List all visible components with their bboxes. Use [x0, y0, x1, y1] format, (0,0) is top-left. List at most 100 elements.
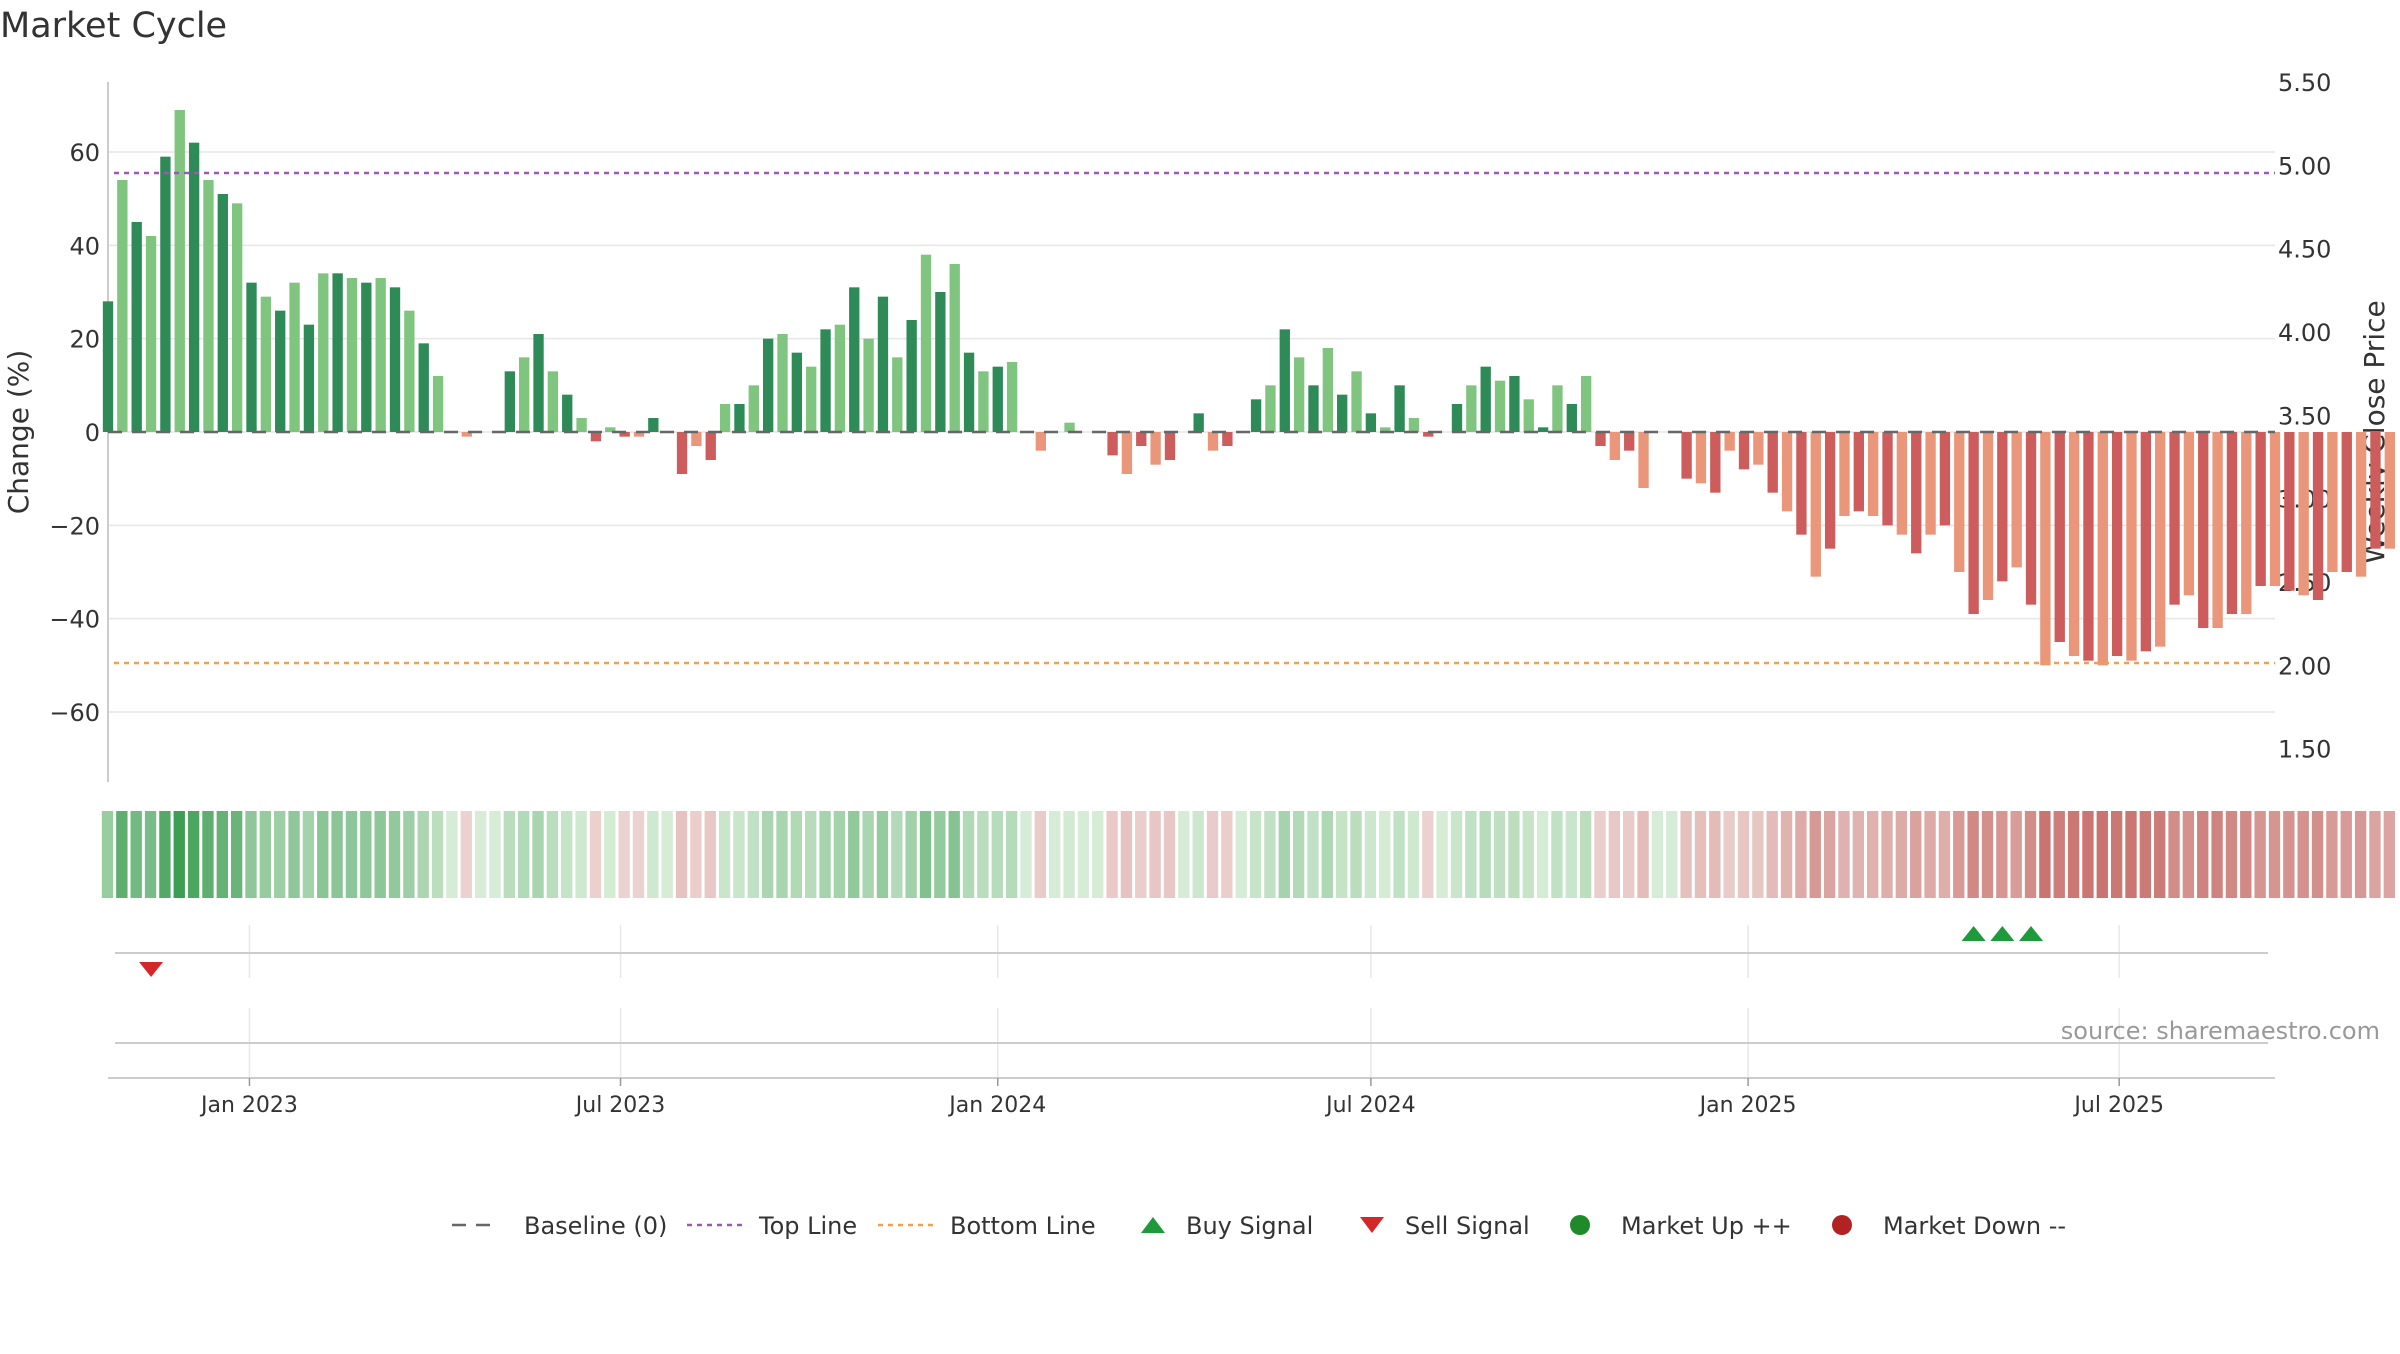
y-tick-label: −40 [49, 606, 100, 634]
change-bar [461, 432, 472, 437]
heat-cell [1321, 811, 1334, 898]
change-bar [375, 278, 386, 432]
change-bar [1552, 385, 1563, 432]
heat-cell [1364, 811, 1377, 898]
heat-cell [905, 811, 917, 898]
heat-cell [1063, 811, 1075, 898]
heat-cell [1637, 811, 1649, 898]
change-bar [418, 343, 429, 432]
buy-signal-marker [1961, 926, 1986, 941]
heat-cell [2067, 811, 2080, 898]
heat-cell [704, 811, 716, 898]
change-bar [1064, 422, 1075, 432]
heat-cell [2254, 811, 2266, 898]
change-bar [892, 357, 903, 432]
change-bar [1494, 380, 1506, 432]
heat-cell [1536, 811, 1549, 898]
change-bar [619, 432, 630, 437]
heat-cell [1336, 811, 1348, 898]
heat-cell [2297, 811, 2309, 898]
heat-cell [1565, 811, 1577, 898]
heat-cell [604, 811, 616, 898]
heat-cell [1981, 811, 1994, 898]
source-credit: source: sharemaestro.com [2060, 1017, 2380, 1045]
heat-cell [360, 811, 372, 898]
y-tick-label: −60 [49, 699, 100, 727]
heat-cell [2110, 811, 2123, 898]
heat-cell [1450, 811, 1463, 898]
legend: Baseline (0) Top Line Bottom Line Buy Signa… [452, 1212, 2066, 1240]
heat-cell [2268, 811, 2281, 898]
change-bar [1006, 362, 1018, 432]
change-bar [748, 385, 759, 432]
heat-cell [1307, 811, 1319, 898]
change-bar [145, 236, 157, 432]
heat-cell [446, 811, 458, 898]
heat-cell [2182, 811, 2195, 898]
heat-cell [848, 811, 860, 898]
heat-cell [1034, 811, 1046, 898]
heat-cell [1465, 811, 1477, 898]
change-bar [1753, 432, 1764, 465]
y2-tick-label: 4.50 [2278, 236, 2331, 264]
heat-cell [173, 811, 185, 898]
heat-cell [159, 811, 171, 898]
change-bar [1523, 399, 1534, 432]
heat-cell [1163, 811, 1176, 898]
heat-cell [1895, 811, 1908, 898]
heat-cell [1249, 811, 1262, 898]
heat-cell [2340, 811, 2352, 898]
heat-cell [187, 811, 200, 898]
heat-cell [503, 811, 516, 898]
change-bar [2140, 432, 2152, 652]
change-bar [963, 352, 975, 432]
heat-cell [230, 811, 243, 898]
change-bar [289, 282, 300, 432]
change-bar [1164, 432, 1176, 460]
heat-cell [1680, 811, 1692, 898]
change-bar [1207, 432, 1219, 451]
change-bar [2212, 432, 2223, 628]
heat-cell [589, 811, 602, 898]
change-bar [791, 352, 803, 432]
y2-tick-label: 5.50 [2278, 69, 2331, 97]
heat-cell [632, 811, 645, 898]
heat-cell [2211, 811, 2223, 898]
change-bar [1580, 376, 1592, 432]
change-bar [1609, 432, 1621, 460]
heat-cell [934, 811, 946, 898]
heat-cell [1623, 811, 1635, 898]
change-bar [504, 371, 515, 432]
change-bar [2269, 432, 2281, 586]
legend-swatch-buy [1141, 1217, 1165, 1233]
change-bar [734, 404, 745, 432]
heat-cell [1020, 811, 1032, 898]
heat-cell [2383, 811, 2395, 898]
change-bar [920, 254, 932, 432]
change-bar [877, 296, 889, 432]
change-bar [2025, 432, 2037, 605]
change-bar [1882, 432, 1893, 526]
heat-cell [1809, 811, 1821, 898]
heat-cell [1881, 811, 1893, 898]
y-tick-label: −20 [49, 512, 100, 540]
heat-cell [1106, 811, 1118, 898]
change-bar [562, 394, 573, 432]
change-bar [1925, 432, 1936, 535]
heat-cell [1149, 811, 1161, 898]
heat-cell [1005, 811, 1018, 898]
heat-cell [317, 811, 329, 898]
change-bar [1868, 432, 1879, 516]
change-bar [1537, 427, 1549, 432]
change-bar [1724, 432, 1735, 451]
legend-label: Sell Signal [1405, 1212, 1530, 1240]
change-bar [863, 338, 874, 432]
change-bar [2241, 432, 2252, 614]
heat-cell [1866, 811, 1879, 898]
heat-cell [2354, 811, 2367, 898]
buy-signal-marker [2019, 926, 2044, 941]
change-bar [992, 366, 1003, 432]
change-bar [2054, 432, 2065, 642]
change-bar [203, 180, 214, 432]
change-bar [231, 203, 243, 432]
